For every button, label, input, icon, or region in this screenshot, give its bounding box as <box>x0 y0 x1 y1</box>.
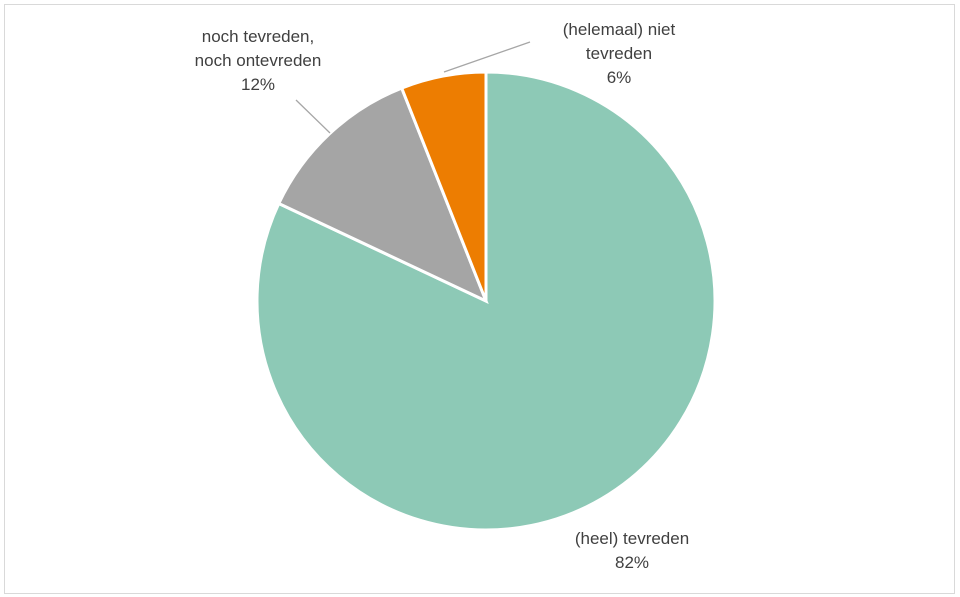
data-label-0: (heel) tevreden 82% <box>575 529 689 572</box>
pie-slices <box>255 70 717 532</box>
data-label-category: noch ontevreden <box>195 51 322 70</box>
data-label-2: (helemaal) niet tevreden 6% <box>563 20 676 87</box>
data-label-category: (helemaal) niet <box>563 20 676 39</box>
data-label-category: tevreden <box>586 44 652 63</box>
data-label-1: noch tevreden, noch ontevreden 12% <box>195 27 322 94</box>
pie-slice-2 <box>399 70 488 302</box>
data-label-value: 82% <box>615 553 649 572</box>
leader-line-1 <box>295 99 331 134</box>
leader-lines <box>295 41 531 134</box>
pie-slice-0 <box>255 70 717 532</box>
data-label-value: 12% <box>241 75 275 94</box>
leader-line-2 <box>443 41 531 73</box>
data-label-value: 6% <box>607 68 632 87</box>
data-label-category: noch tevreden, <box>202 27 314 46</box>
data-labels: (heel) tevreden 82% noch tevreden, noch ont… <box>195 20 690 572</box>
pie-slice-1 <box>276 86 489 304</box>
data-label-category: (heel) tevreden <box>575 529 689 548</box>
